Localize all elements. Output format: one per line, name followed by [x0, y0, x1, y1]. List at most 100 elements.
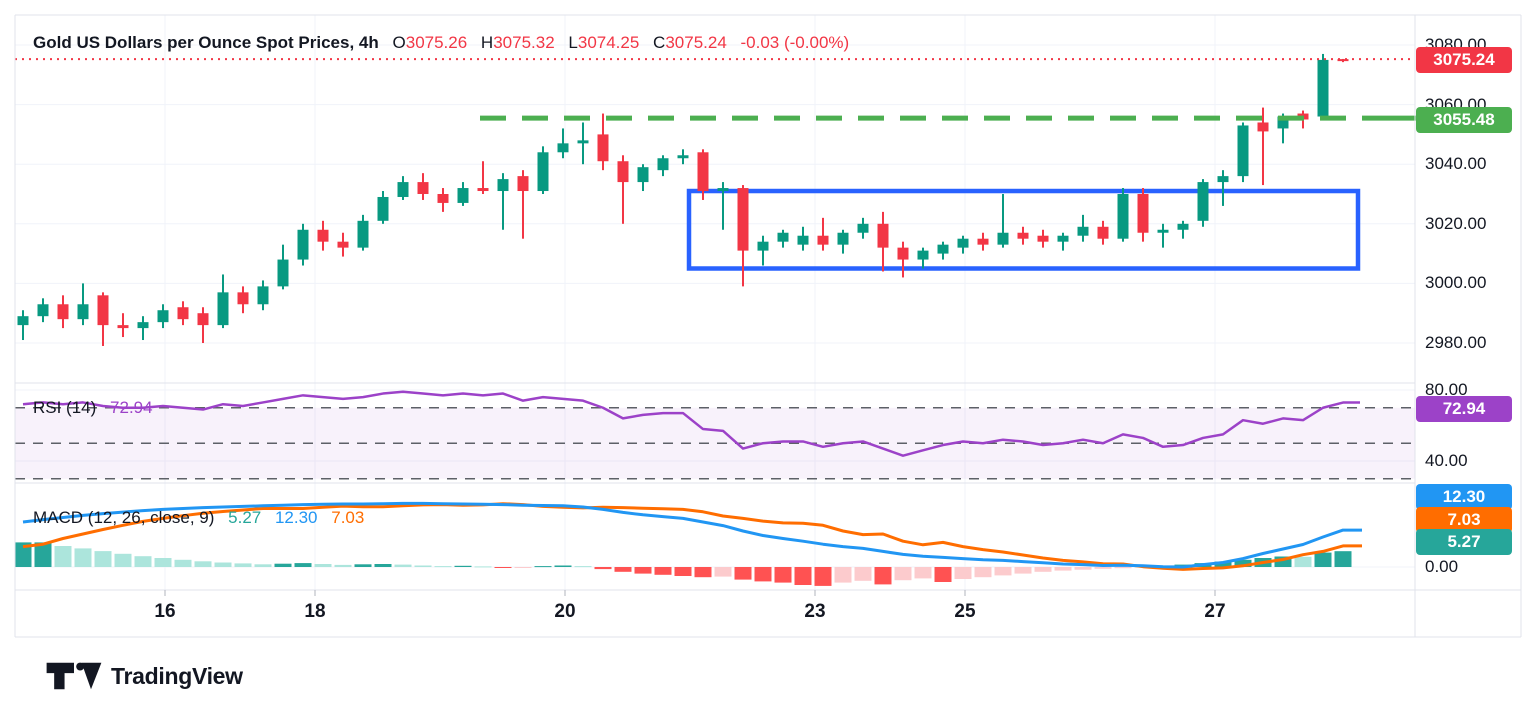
rsi-band — [15, 407, 1415, 479]
candle-body — [237, 292, 249, 305]
macd-hist-bar — [114, 553, 132, 567]
macd-hist-bar — [1214, 561, 1232, 567]
candle-body — [477, 188, 489, 192]
macd-hist-bar — [774, 567, 792, 583]
macd-hist-bar — [474, 566, 492, 568]
candle-body — [817, 235, 829, 245]
candle-body — [1037, 235, 1049, 242]
candle-body — [1077, 226, 1089, 236]
time-axis-label: 20 — [554, 601, 576, 622]
candle-body — [557, 143, 569, 153]
candle-body — [1237, 125, 1249, 177]
high-value: 3075.32 — [493, 33, 555, 52]
macd-hist-bar — [854, 567, 872, 581]
candle-body — [957, 238, 969, 248]
candle-body — [417, 182, 429, 194]
candle-body — [837, 232, 849, 245]
macd-value-badge: 12.30 — [1416, 484, 1512, 510]
candle-body — [297, 229, 309, 260]
price-axis-label: 3040.00 — [1425, 154, 1487, 174]
candle-body — [437, 194, 449, 203]
change-value: -0.03 (-0.00%) — [740, 33, 850, 52]
macd-hist-bar — [234, 563, 252, 567]
candle-body — [497, 179, 509, 192]
candle-body — [1277, 116, 1289, 129]
candle-body — [1097, 226, 1109, 239]
candle-body — [537, 152, 549, 192]
macd-hist-bar — [1074, 567, 1092, 570]
low-value: 3074.25 — [577, 33, 640, 52]
candle-body — [257, 286, 269, 305]
macd-hist-bar — [334, 564, 352, 567]
macd-hist-bar — [614, 567, 632, 572]
candle-body — [517, 176, 529, 192]
candle-body — [977, 238, 989, 245]
macd-hist-bar — [54, 546, 72, 567]
candle-body — [1337, 59, 1349, 62]
macd-hist-bar — [734, 567, 752, 580]
macd-line — [22, 501, 1362, 569]
macd-signal-badge: 7.03 — [1416, 507, 1512, 533]
macd-hist-bar — [394, 564, 412, 567]
candle-body — [637, 167, 649, 183]
candle-body — [177, 307, 189, 320]
candle-body — [1177, 223, 1189, 230]
macd-hist-badge: 5.27 — [1416, 529, 1512, 555]
macd-hist-bar — [1034, 567, 1052, 572]
macd-hist-bar — [694, 567, 712, 578]
candle-body — [337, 241, 349, 248]
macd-hist-bar — [74, 548, 92, 567]
rsi-legend: RSI (14) 72.94 — [33, 398, 153, 418]
candle-body — [1137, 194, 1149, 233]
price-axis-label: 3000.00 — [1425, 273, 1487, 293]
macd-hist-bar — [954, 567, 972, 579]
macd-hist-bar — [814, 567, 832, 586]
rsi-label: RSI (14) — [33, 398, 97, 417]
candle-body — [697, 152, 709, 192]
candle-body — [397, 182, 409, 197]
macd-hist-bar — [794, 567, 812, 585]
symbol-title: Gold US Dollars per Ounce Spot Prices, 4… — [33, 33, 379, 52]
macd-hist-bar — [1094, 567, 1112, 569]
macd-legend: MACD (12, 26, close, 9) 5.27 12.30 7.03 — [33, 508, 364, 528]
tradingview-logo-icon[interactable] — [46, 659, 102, 693]
macd-signal-value: 7.03 — [331, 508, 365, 527]
macd-hist-bar — [594, 567, 612, 570]
rsi-value: 72.94 — [110, 398, 153, 417]
close-value: 3075.24 — [665, 33, 727, 52]
macd-hist-bar — [154, 558, 172, 567]
level-price-badge: 3055.48 — [1416, 107, 1512, 134]
macd-hist-bar — [934, 567, 952, 582]
candle-body — [1317, 59, 1329, 117]
candle-body — [897, 247, 909, 260]
candle-body — [757, 241, 769, 251]
macd-hist-bar — [1054, 567, 1072, 571]
macd-hist-bar — [254, 564, 272, 567]
macd-hist-bar — [654, 567, 672, 575]
candle-body — [857, 223, 869, 233]
last-price-badge: 3075.24 — [1416, 47, 1512, 74]
rsi-axis-label: 40.00 — [1425, 451, 1468, 470]
candle-body — [997, 232, 1009, 245]
candle-body — [117, 325, 129, 329]
price-axis-label: 2980.00 — [1425, 333, 1487, 352]
macd-hist-bar — [1314, 552, 1332, 567]
macd-hist-bar — [894, 567, 912, 581]
macd-hist-bar — [834, 567, 852, 583]
macd-hist-bar — [274, 563, 292, 567]
candle-body — [717, 188, 729, 192]
candle-body — [877, 223, 889, 248]
candle-body — [1017, 232, 1029, 239]
candle-body — [457, 188, 469, 203]
macd-hist-bar — [1334, 551, 1352, 567]
rsi-line — [22, 390, 1360, 457]
tradingview-logo-text[interactable]: TradingView — [111, 662, 243, 689]
macd-hist-bar — [294, 563, 312, 567]
candle-body — [737, 188, 749, 251]
candle-body — [197, 313, 209, 326]
rsi-value-badge: 72.94 — [1416, 395, 1512, 422]
candle-body — [597, 134, 609, 162]
macd-hist-bar — [1294, 556, 1312, 567]
